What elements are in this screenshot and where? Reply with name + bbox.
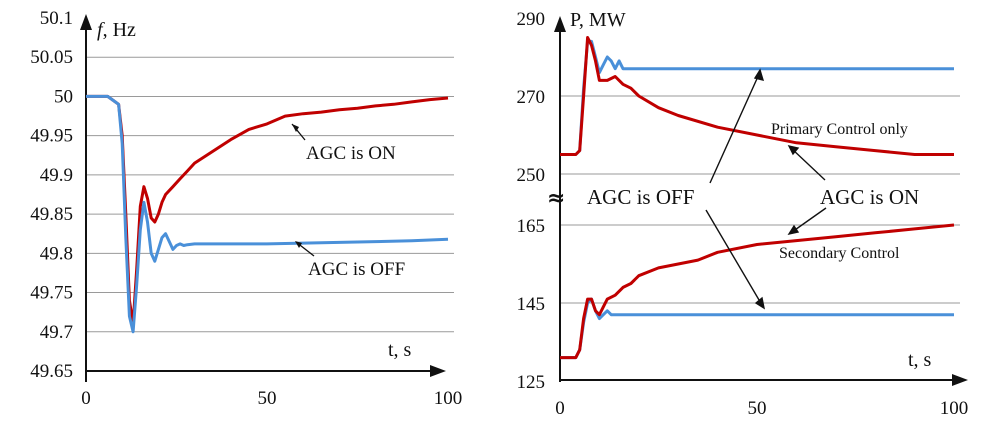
power-y-axis-arrow [554, 16, 566, 32]
agc-on-arrow-to-upper-head [787, 144, 800, 156]
power-series [560, 36, 955, 360]
frequency-y-tick-label: 49.8 [40, 243, 73, 264]
power-axis-break-symbol: ≈ [547, 186, 565, 211]
power-annotation-secondary-control: Secondary Control [779, 245, 900, 262]
agc-off-arrow-to-upper-line [709, 71, 761, 184]
frequency-y-tick-label: 49.75 [30, 283, 73, 304]
frequency-x-axis-label: t, s [388, 339, 412, 361]
power-y-tick-label: 290 [517, 9, 546, 30]
frequency-y-axis-arrow [80, 14, 92, 30]
frequency-y-tick-label: 50 [54, 86, 73, 107]
frequency-y-tick-labels: 50.1 50.05 50 49.95 49.9 49.85 49.8 49.75 49.7 49… [30, 8, 73, 382]
power-x-axis-label: t, s [908, 349, 932, 371]
power-y-tick-label: 250 [517, 165, 546, 186]
frequency-y-tick-label: 49.85 [30, 204, 73, 225]
power-y-tick-label: 125 [517, 372, 546, 393]
power-gridlines [560, 95, 960, 304]
power-annotation-arrows [705, 68, 827, 310]
frequency-y-tick-label: 49.7 [40, 322, 73, 343]
power-y-tick-label: 145 [517, 294, 546, 315]
power-x-tick-label: 100 [940, 398, 969, 419]
frequency-series-line-1 [86, 94, 449, 334]
power-y-axis-label: P, MW [570, 9, 626, 31]
agc-on-arrow-to-lower-line [791, 207, 827, 233]
frequency-x-axis-arrow [430, 365, 446, 377]
power-x-axis-arrow [952, 374, 968, 386]
power-x-tick-label: 50 [748, 398, 767, 419]
power-series-line-2 [560, 297, 954, 360]
frequency-x-tick-label: 100 [434, 388, 463, 409]
frequency-x-tick-labels: 0 50 100 [81, 388, 462, 409]
agc-on-pointer-arrowhead [292, 124, 299, 132]
agc-off-arrow-to-upper-head [753, 68, 765, 81]
frequency-y-tick-label: 49.65 [30, 361, 73, 382]
frequency-series [86, 94, 449, 334]
agc-on-arrow-to-upper-line [790, 147, 826, 181]
frequency-x-tick-label: 0 [81, 388, 91, 409]
power-annotation-primary-control: Primary Control only [771, 121, 908, 138]
frequency-y-tick-label: 50.05 [30, 47, 73, 68]
power-y-tick-label: 270 [517, 87, 546, 108]
frequency-x-tick-label: 50 [258, 388, 277, 409]
power-y-tick-labels: 290 270 250 165 145 125 [517, 9, 546, 393]
frequency-annotation-agc-off: AGC is OFF [308, 259, 405, 280]
frequency-y-tick-label: 49.9 [40, 165, 73, 186]
power-chart: 290 270 250 165 145 125 0 50 100 P, MW t, s ≈ P… [517, 9, 969, 419]
agc-off-arrow-to-lower-line [705, 209, 763, 306]
agc-off-pointer-arrowhead [295, 241, 302, 248]
power-x-tick-label: 0 [555, 398, 565, 419]
agc-off-arrow-to-lower-head [754, 296, 766, 310]
power-y-tick-label: 165 [517, 216, 546, 237]
frequency-y-tick-label: 50.1 [40, 8, 73, 29]
power-annotation-agc-off: AGC is OFF [587, 185, 694, 209]
power-series-line-1 [560, 36, 954, 156]
agc-on-arrow-to-lower-head [787, 224, 800, 236]
power-series-line-3 [560, 223, 955, 360]
power-annotation-agc-on: AGC is ON [820, 185, 919, 209]
frequency-y-axis-label: f, Hz [97, 19, 136, 41]
power-x-tick-labels: 0 50 100 [555, 398, 968, 419]
frequency-y-tick-label: 49.95 [30, 126, 73, 147]
frequency-series-line-0 [86, 94, 449, 326]
frequency-annotation-agc-on: AGC is ON [306, 143, 396, 164]
frequency-chart: 50.1 50.05 50 49.95 49.9 49.85 49.8 49.75 49.7 49… [30, 8, 462, 409]
